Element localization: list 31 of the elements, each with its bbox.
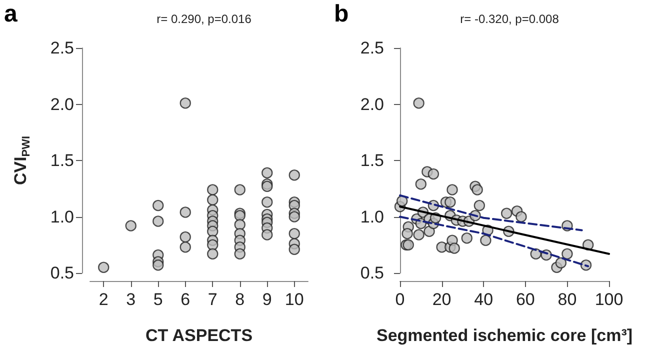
y-tick-label: 1.0 [360,207,384,226]
x-tick-label: 3 [126,290,136,309]
y-tick-label: 2.0 [50,94,74,114]
x-tick-label: 2 [98,290,108,309]
y-tick-label: 2.0 [360,94,384,114]
x-tick-label: 7 [208,290,218,309]
y-tick-label: 1.5 [360,151,384,170]
x-tick-label: 80 [558,290,577,309]
x-axis-title: Segmented ischemic core [cm³] [376,326,633,345]
x-tick-label: 60 [516,290,535,309]
y-tick-label: 1.0 [50,207,74,226]
x-tick-label: 10 [284,290,304,309]
y-tick-label: 2.5 [50,38,74,58]
y-tick-label: 1.5 [50,151,74,170]
x-tick-label: 9 [262,290,272,309]
x-axis-title: CT ASPECTS [145,326,253,345]
y-axis-title: CVIPWI [11,136,32,186]
x-tick-label: 100 [594,290,624,309]
text: b [334,0,349,28]
y-tick-label: 0.5 [50,264,74,282]
y-tick-label: 2.5 [360,38,384,58]
x-tick-label: 6 [180,290,190,309]
x-tick-label: 8 [235,290,245,309]
x-tick-label: 40 [474,290,494,309]
x-tick-label: 20 [432,290,452,309]
chart-title: r= -0.320, p=0.008 [460,12,560,26]
chart-title: r= 0.290, p=0.016 [156,12,252,26]
x-tick-label: 0 [395,290,405,309]
x-tick-label: 5 [153,290,163,309]
y-tick-label: 0.5 [360,264,384,282]
text: a [4,0,18,28]
